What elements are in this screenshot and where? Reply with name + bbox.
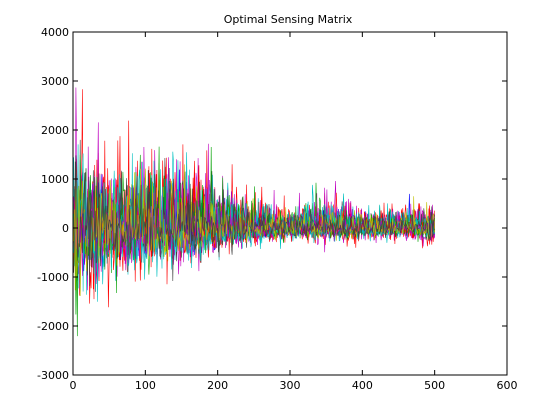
ticks-layer: 0 100 200 300 400 500 600 -3000 -2000 -1000 0 1000 2…	[37, 26, 517, 392]
y-tick-label: 3000	[41, 75, 69, 88]
x-tick-label: 0	[70, 379, 77, 392]
x-tick-label: 200	[207, 379, 228, 392]
x-tick-label: 600	[497, 379, 518, 392]
series-line	[73, 155, 435, 287]
chart-title: Optimal Sensing Matrix	[224, 13, 353, 26]
series-layer	[73, 87, 435, 337]
y-tick-label: 2000	[41, 124, 69, 137]
y-tick-label: -2000	[37, 320, 69, 333]
y-tick-label: 1000	[41, 173, 69, 186]
x-tick-label: 400	[352, 379, 373, 392]
x-tick-label: 100	[135, 379, 156, 392]
x-tick-label: 300	[280, 379, 301, 392]
y-tick-label: -3000	[37, 369, 69, 382]
y-tick-label: -1000	[37, 271, 69, 284]
series-line	[73, 146, 435, 337]
y-tick-label: 4000	[41, 26, 69, 39]
x-tick-label: 500	[424, 379, 445, 392]
y-tick-label: 0	[62, 222, 69, 235]
